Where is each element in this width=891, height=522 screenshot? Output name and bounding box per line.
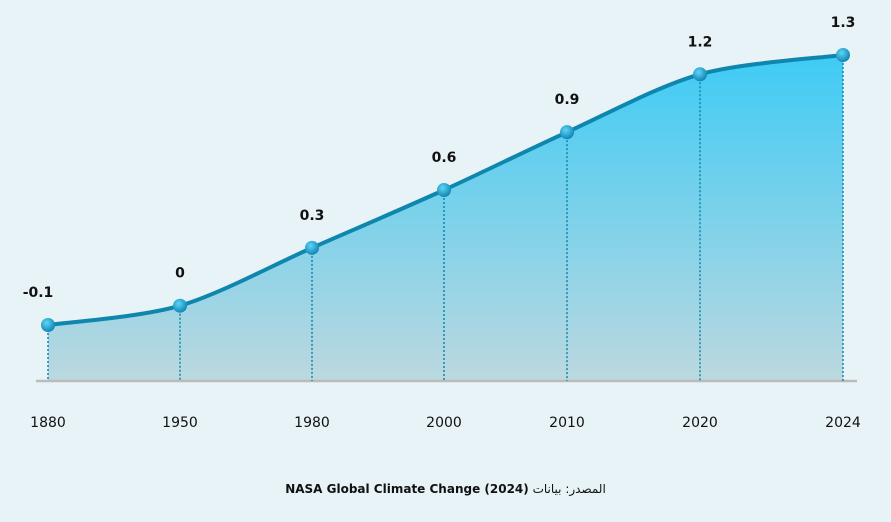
source-name: NASA Global Climate Change (2024) (285, 482, 529, 496)
x-tick-label: 2000 (426, 415, 462, 431)
x-tick-label: 1880 (30, 415, 66, 431)
data-point (693, 67, 707, 82)
data-point (836, 48, 850, 62)
area-fill (48, 55, 843, 381)
source-prefix: المصدر: بيانات (532, 482, 606, 496)
data-label: 0.9 (555, 92, 580, 108)
x-tick-label: 2010 (549, 415, 585, 431)
data-label: 0.3 (300, 208, 325, 224)
data-label: 1.3 (831, 15, 856, 31)
data-label: 0 (175, 266, 185, 282)
source-note: المصدر: بيانات NASA Global Climate Chang… (0, 482, 891, 496)
data-point (305, 240, 319, 255)
data-label: -0.1 (23, 285, 54, 301)
data-label: 0.6 (432, 150, 457, 166)
data-point (41, 318, 55, 332)
line-area-chart: -0.1 1880 0 1950 0.3 1980 0.6 2000 0.9 2010 1.2 202… (23, 15, 861, 431)
data-label: 1.2 (688, 34, 713, 50)
data-point (173, 298, 187, 313)
x-tick-label: 1980 (294, 415, 330, 431)
data-point (437, 183, 451, 197)
data-point (560, 125, 574, 140)
x-tick-label: 1950 (162, 415, 198, 431)
x-tick-label: 2020 (682, 415, 718, 431)
x-tick-label: 2024 (825, 415, 861, 431)
